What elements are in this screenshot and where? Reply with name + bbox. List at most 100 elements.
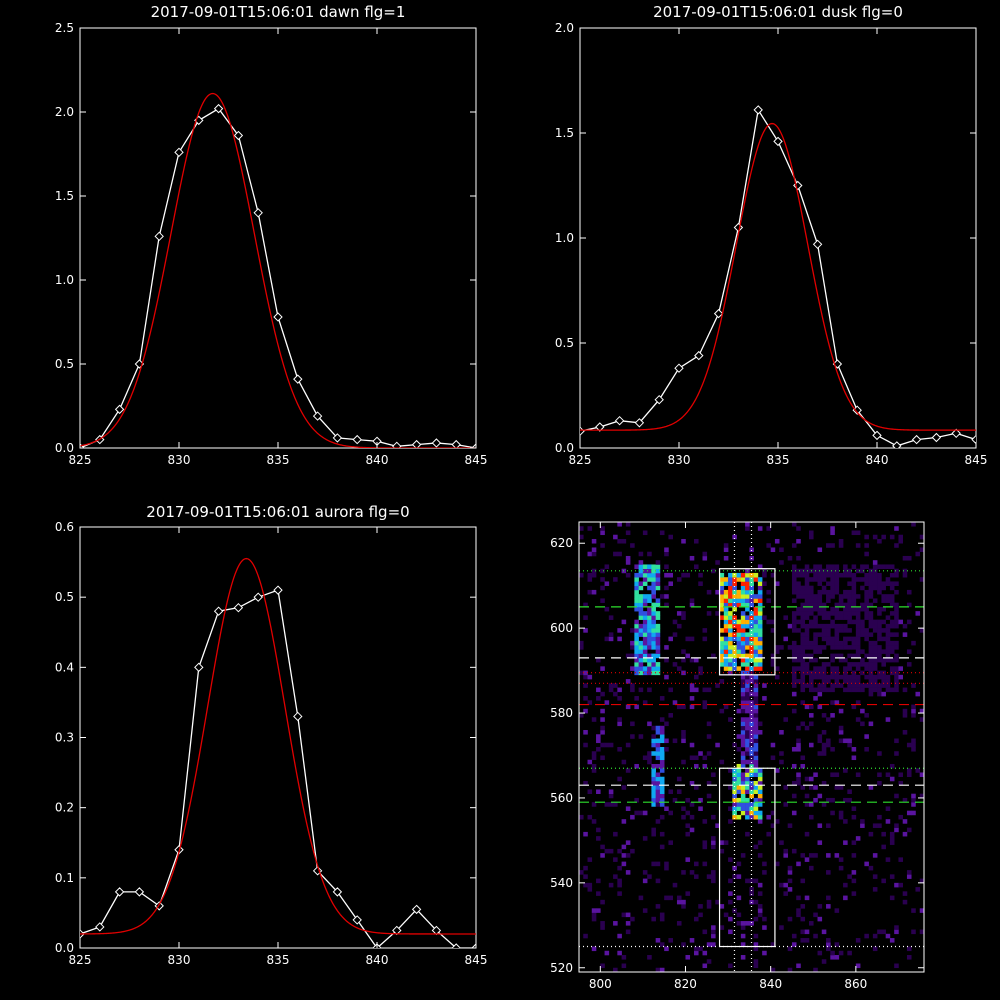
heatmap-cell [762,572,767,578]
heatmap-cell [651,670,656,676]
heatmap-cell [647,572,652,578]
heatmap-cell [868,594,874,599]
heatmap-cell [745,797,750,803]
heatmap-box [718,767,776,948]
heatmap-cell [694,861,699,867]
heatmap-cell [847,742,852,748]
heatmap-cell [702,950,708,956]
heatmap-cell [668,713,674,718]
heatmap-cell [655,636,661,642]
heatmap-cell [851,619,857,625]
heatmap-cell [757,649,763,654]
heatmap-cell [596,687,601,693]
heatmap-cell [668,581,674,586]
heatmap-cell [749,789,754,794]
heatmap-cell [830,581,835,586]
panel-dawn-title: 2017-09-01T15:06:01 dawn flg=1 [151,3,406,21]
heatmap-cell [804,831,810,837]
heatmap-cell [694,674,699,680]
heatmap-cell [745,721,750,727]
heatmap-cell [834,585,840,591]
heatmap-cell [872,572,878,578]
heatmap-cell [847,615,852,620]
heatmap-cell [809,785,814,790]
heatmap-cell [591,763,597,769]
heatmap-cell [659,789,665,794]
heatmap-cell [681,814,686,820]
panel-dawn-data-point [352,434,362,445]
heatmap-cell [817,611,823,616]
heatmap-cell [753,683,759,688]
heatmap-cell [647,632,652,637]
heatmap-cell [659,747,665,752]
heatmap-cell [851,640,857,646]
heatmap-cell [843,615,848,620]
heatmap-cell [711,878,716,884]
heatmap-cell [860,602,865,608]
heatmap-cell [864,734,869,739]
heatmap-cell [736,619,742,625]
heatmap-cell [872,662,878,667]
heatmap-cell [591,755,597,761]
heatmap-cell [634,581,639,586]
heatmap-cell [757,853,763,858]
heatmap-cell [579,572,584,578]
heatmap-cell [855,640,861,646]
heatmap-cell [613,967,618,973]
heatmap-cell [783,636,789,642]
heatmap-cell [723,636,729,642]
heatmap-cell [719,589,725,595]
heatmap-cell [885,581,891,586]
heatmap-cell [745,789,750,794]
heatmap-cell [847,619,852,625]
heatmap-cell [715,683,720,688]
heatmap-cell [749,738,754,744]
heatmap-cell [745,734,750,739]
heatmap-cell [711,653,716,659]
heatmap-cell [843,895,848,901]
heatmap-cell [689,555,695,561]
heatmap-cell [591,538,597,544]
heatmap-cell [749,785,754,790]
heatmap-cell [740,755,746,761]
heatmap-cell [753,742,759,748]
heatmap-cell [774,645,780,650]
heatmap-cell [757,606,763,612]
heatmap-cell [753,759,759,765]
heatmap-cell [753,611,759,616]
heatmap-cell [800,611,806,616]
panel-dawn-data-point [213,103,224,114]
heatmap-cell [894,653,899,659]
heatmap-cell [906,946,912,952]
heatmap-cell [821,572,827,578]
heatmap-cell [813,645,818,650]
heatmap-cell [877,581,882,586]
heatmap-cell [719,925,725,930]
heatmap-cell [783,891,789,896]
heatmap-cell [809,585,814,591]
heatmap-cell [736,747,742,752]
heatmap-cell [881,619,886,625]
heatmap-cell [881,606,886,612]
heatmap-cell [668,534,674,540]
heatmap-cell [719,840,725,845]
heatmap-cell [809,589,814,595]
heatmap-cell [838,683,844,688]
heatmap-cell [642,611,648,616]
heatmap-cell [634,640,639,646]
heatmap-cell [740,776,746,782]
heatmap-cell [613,534,618,540]
heatmap-cell [579,640,584,646]
heatmap-cell [651,602,656,608]
heatmap-cell [740,687,746,693]
panel-heatmap-xtick-label: 800 [589,977,612,991]
heatmap-cell [817,589,823,595]
heatmap-cell [617,551,622,557]
panel-dawn-data-point [293,374,303,384]
heatmap-cell [676,899,682,905]
heatmap-cell [664,895,669,901]
heatmap-cell [757,912,763,918]
heatmap-cell [753,700,759,705]
heatmap-cell [817,564,823,569]
heatmap-cell [889,619,895,625]
